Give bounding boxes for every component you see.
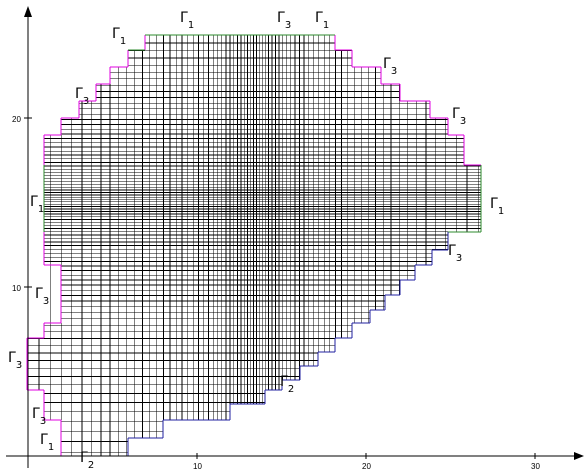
boundary-label: Γ1	[180, 10, 194, 31]
x-tick-label-30: 30	[531, 462, 540, 471]
boundary-label: Γ3	[8, 350, 22, 371]
axes: 10 20 30 10 20	[6, 6, 584, 471]
boundary-label: Γ1	[112, 26, 126, 47]
boundary-label: Γ2	[80, 450, 94, 471]
x-tick-label-20: 20	[362, 462, 371, 471]
boundary-label: Γ3	[35, 286, 49, 307]
boundary-label: Γ3	[75, 86, 89, 107]
boundary-label: Γ3	[277, 10, 291, 31]
boundary-label: Γ2	[280, 374, 294, 395]
x-tick-label-10: 10	[193, 462, 202, 471]
mesh-grid	[26, 34, 482, 457]
boundary-label: Γ3	[452, 106, 466, 127]
boundary-label: Γ3	[383, 56, 397, 77]
boundary-label: Γ1	[30, 194, 44, 215]
y-tick-label-10: 10	[12, 284, 21, 293]
x-axis-arrow	[574, 452, 584, 460]
boundary-labels: Γ1 Γ3 Γ1 Γ1 Γ3 Γ3 Γ3 Γ1 Γ1 Γ3 Γ3 Γ3 Γ2 Γ…	[8, 10, 504, 471]
y-axis-arrow	[24, 6, 32, 17]
boundary-label: Γ3	[32, 406, 46, 427]
y-tick-label-20: 20	[12, 115, 21, 124]
boundary-label: Γ1	[315, 10, 329, 31]
boundary-label: Γ1	[40, 432, 54, 453]
boundary-label: Γ1	[490, 196, 504, 217]
boundary-label: Γ3	[448, 243, 462, 264]
